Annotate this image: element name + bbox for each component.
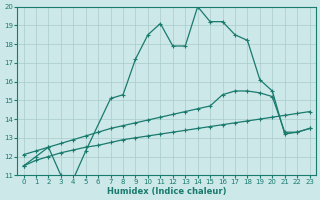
- X-axis label: Humidex (Indice chaleur): Humidex (Indice chaleur): [107, 187, 226, 196]
